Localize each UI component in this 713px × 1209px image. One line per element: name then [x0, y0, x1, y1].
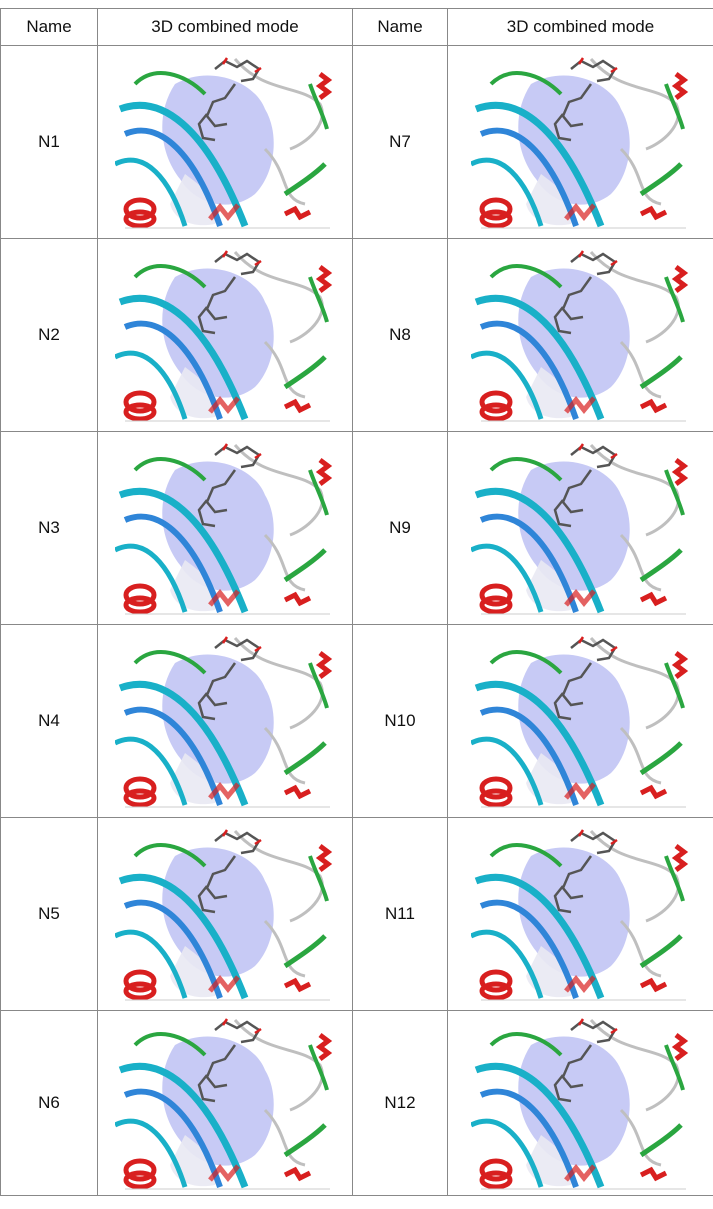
table-row: N6 N12: [0, 1010, 713, 1196]
structure-image: [115, 633, 335, 809]
header-3d-mode-left: 3D combined mode: [97, 8, 353, 46]
table-row: N3 N9: [0, 431, 713, 625]
compound-name-right: N10: [352, 624, 448, 818]
compound-name-left: N4: [0, 624, 98, 818]
table-row: N4 N10: [0, 624, 713, 818]
compound-table: Name 3D combined mode Name 3D combined m…: [0, 8, 713, 1196]
structure-image: [115, 826, 335, 1002]
structure-image: [115, 54, 335, 230]
compound-name-left: N1: [0, 45, 98, 239]
compound-name-left: N3: [0, 431, 98, 625]
compound-name-right: N9: [352, 431, 448, 625]
table-row: N2 N8: [0, 238, 713, 432]
structure-image: [471, 633, 691, 809]
structure-image: [471, 440, 691, 616]
structure-image: [471, 1015, 691, 1191]
structure-image: [471, 247, 691, 423]
compound-name-right: N7: [352, 45, 448, 239]
compound-name-left: N5: [0, 817, 98, 1011]
structure-image: [115, 247, 335, 423]
header-3d-mode-right: 3D combined mode: [447, 8, 713, 46]
table-row: N5 N11: [0, 817, 713, 1011]
structure-image: [115, 1015, 335, 1191]
header-row: Name 3D combined mode Name 3D combined m…: [0, 8, 713, 46]
header-name-left: Name: [0, 8, 98, 46]
table-row: N1 N7: [0, 45, 713, 239]
header-name-right: Name: [352, 8, 448, 46]
structure-image: [115, 440, 335, 616]
compound-name-right: N8: [352, 238, 448, 432]
compound-name-left: N2: [0, 238, 98, 432]
compound-name-right: N12: [352, 1010, 448, 1196]
structure-image: [471, 826, 691, 1002]
compound-name-right: N11: [352, 817, 448, 1011]
compound-name-left: N6: [0, 1010, 98, 1196]
structure-image: [471, 54, 691, 230]
